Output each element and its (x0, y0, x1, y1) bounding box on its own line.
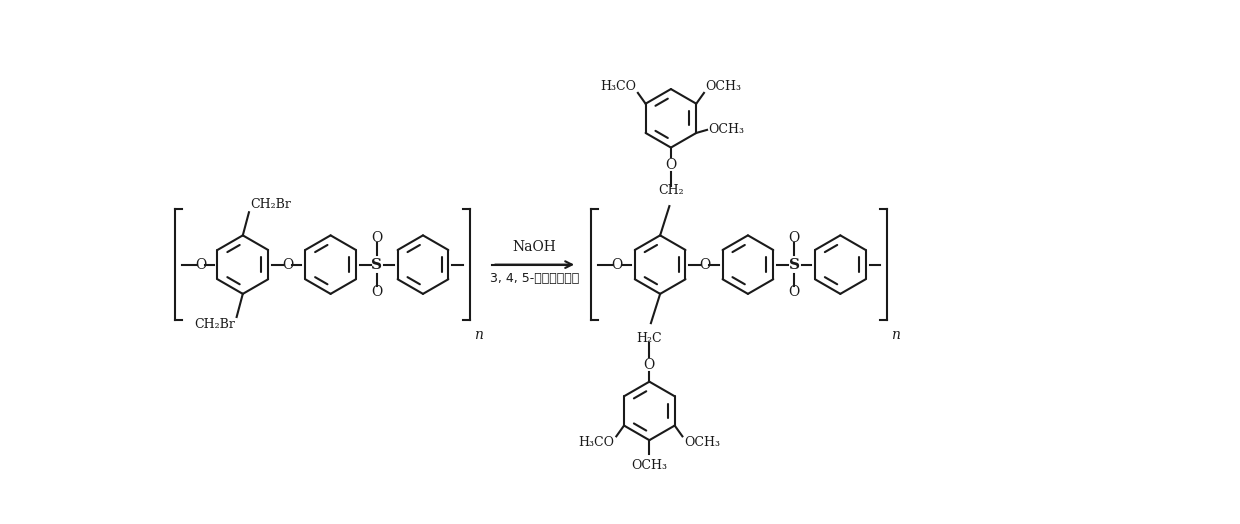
Text: H₃CO: H₃CO (600, 80, 636, 93)
Text: n: n (892, 328, 900, 342)
Text: n: n (474, 328, 482, 342)
Text: NaOH: NaOH (513, 240, 557, 254)
Text: O: O (789, 285, 800, 299)
Text: O: O (644, 358, 655, 372)
Text: H₂C: H₂C (636, 332, 662, 345)
Text: OCH₃: OCH₃ (631, 458, 667, 472)
Text: O: O (371, 285, 382, 299)
Text: S: S (789, 258, 800, 271)
Text: O: O (281, 258, 293, 271)
Text: OCH₃: OCH₃ (706, 80, 742, 93)
Text: S: S (371, 258, 382, 271)
Text: O: O (195, 258, 206, 271)
Text: CH₂: CH₂ (658, 184, 683, 197)
Text: O: O (789, 231, 800, 245)
Text: 3, 4, 5-三甲氧基苯酚: 3, 4, 5-三甲氧基苯酚 (490, 272, 579, 286)
Text: CH₂Br: CH₂Br (250, 198, 291, 211)
Text: O: O (666, 158, 677, 171)
Text: CH₂Br: CH₂Br (195, 318, 236, 331)
Text: O: O (371, 231, 382, 245)
Text: OCH₃: OCH₃ (708, 123, 744, 136)
Text: O: O (699, 258, 711, 271)
Text: O: O (611, 258, 622, 271)
Text: OCH₃: OCH₃ (684, 436, 720, 449)
Text: H₃CO: H₃CO (579, 436, 615, 449)
